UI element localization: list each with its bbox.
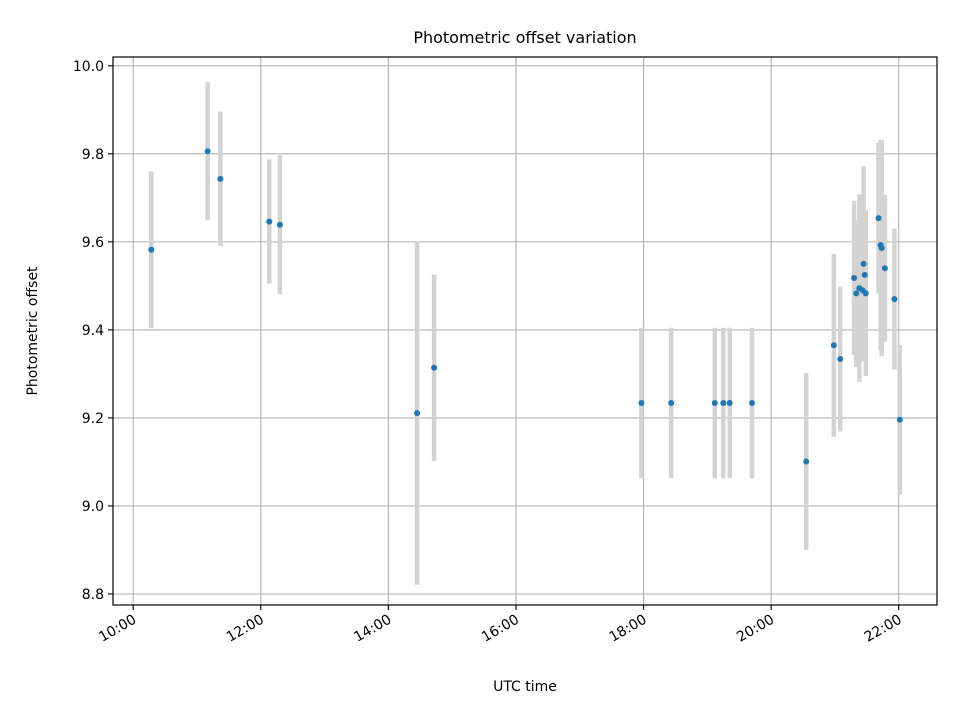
y-axis-label: Photometric offset xyxy=(25,266,41,396)
data-point xyxy=(204,148,211,155)
data-point xyxy=(266,218,273,225)
data-point xyxy=(861,271,868,278)
y-tick-label: 9.4 xyxy=(82,323,104,339)
data-point xyxy=(414,410,421,417)
y-tick-label: 10.0 xyxy=(73,59,104,75)
data-point xyxy=(860,260,867,267)
data-point xyxy=(217,175,224,182)
data-point xyxy=(875,215,882,222)
data-point xyxy=(830,342,837,349)
data-point xyxy=(896,416,903,423)
data-point xyxy=(668,399,675,406)
data-point xyxy=(431,364,438,371)
data-point xyxy=(726,399,733,406)
data-point xyxy=(276,221,283,228)
y-tick-label: 9.6 xyxy=(82,235,104,251)
data-point xyxy=(881,265,888,272)
data-point xyxy=(891,296,898,303)
data-point xyxy=(862,290,869,297)
y-tick-label: 8.8 xyxy=(82,587,104,603)
data-point xyxy=(851,274,858,281)
data-point xyxy=(803,458,810,465)
data-point xyxy=(638,399,645,406)
x-axis-label: UTC time xyxy=(493,679,557,695)
plot-frame xyxy=(112,56,938,606)
y-tick-label: 9.2 xyxy=(82,411,104,427)
data-point xyxy=(148,246,155,253)
data-point xyxy=(748,399,755,406)
y-tick-label: 9.0 xyxy=(82,499,104,515)
chart-title: Photometric offset variation xyxy=(413,28,636,47)
y-tick-label: 9.8 xyxy=(82,147,104,163)
data-point xyxy=(853,290,860,297)
y-axis-ticks: 8.8 9.0 9.2 9.4 9.6 9.8 10.0 xyxy=(73,59,113,603)
data-point xyxy=(837,355,844,362)
data-point xyxy=(720,399,727,406)
data-point xyxy=(878,245,885,252)
data-points xyxy=(148,148,903,465)
data-point xyxy=(711,399,718,406)
